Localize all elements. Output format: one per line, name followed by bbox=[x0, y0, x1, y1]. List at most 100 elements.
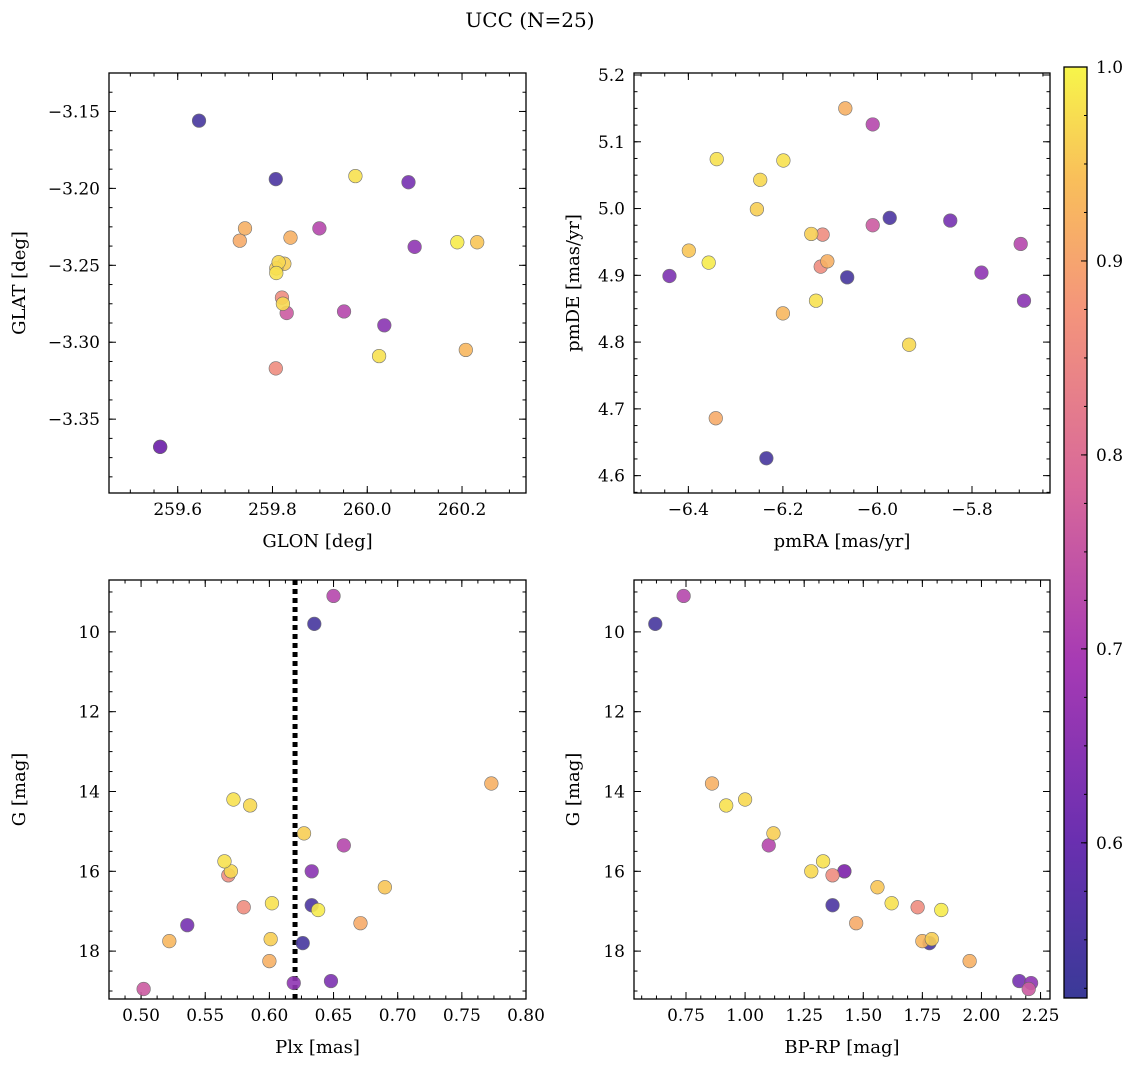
scatter-point bbox=[484, 776, 499, 791]
scatter-point bbox=[749, 202, 765, 217]
colorbar-frame bbox=[1063, 66, 1088, 999]
y-tick-label: 5.1 bbox=[598, 133, 625, 153]
scatter-point bbox=[232, 233, 247, 248]
x-axis-label: GLON [deg] bbox=[262, 531, 372, 552]
y-axis-label: G [mag] bbox=[563, 753, 584, 826]
y-tick-label: 4.7 bbox=[598, 400, 625, 420]
x-tick-label: −5.8 bbox=[951, 500, 992, 520]
scatter-point bbox=[910, 900, 925, 915]
axes-frame bbox=[633, 72, 1051, 494]
y-tick-label: 14 bbox=[78, 782, 100, 802]
scatter-point bbox=[307, 616, 322, 631]
colorbar-tick-label: 0.6 bbox=[1096, 834, 1123, 854]
y-tick-label: 16 bbox=[78, 862, 100, 882]
scatter-point bbox=[269, 265, 284, 281]
scatter-point bbox=[776, 153, 791, 168]
scatter-point bbox=[934, 902, 949, 918]
y-axis-label: pmDE [mas/yr] bbox=[563, 214, 584, 352]
x-tick-label: 0.80 bbox=[507, 1006, 545, 1026]
scatter-point bbox=[162, 934, 177, 949]
x-tick-label: 1.50 bbox=[844, 1006, 882, 1026]
scatter-point bbox=[753, 172, 768, 187]
scatter-point bbox=[450, 235, 465, 250]
scatter-point bbox=[1021, 981, 1036, 997]
scatter-point bbox=[226, 792, 241, 807]
colorbar-tick-label: 0.9 bbox=[1096, 252, 1123, 272]
x-tick-label: 259.8 bbox=[248, 500, 297, 520]
scatter-point bbox=[262, 953, 277, 969]
scatter-point bbox=[180, 918, 195, 933]
axes-frame bbox=[633, 579, 1051, 1000]
colorbar-gradient bbox=[1064, 67, 1087, 998]
scatter-point bbox=[268, 361, 283, 376]
x-axis-label: BP-RP [mag] bbox=[784, 1037, 899, 1058]
colorbar-tick-label: 0.7 bbox=[1096, 640, 1123, 660]
y-tick-label: 12 bbox=[78, 703, 100, 723]
y-axis-label: GLAT [deg] bbox=[9, 231, 30, 335]
scatter-point bbox=[312, 221, 327, 236]
scatter-point bbox=[268, 172, 283, 187]
axes-frame bbox=[108, 579, 527, 1000]
panel-3: 0.50 0.55 0.60 0.65 0.70 0.75 0.80 10 12 14 16 18 Pl… bbox=[9, 579, 545, 1058]
y-tick-label: −3.20 bbox=[48, 179, 100, 199]
scatter-point bbox=[372, 348, 387, 364]
scatter-point bbox=[296, 826, 312, 841]
scatter-point bbox=[275, 296, 291, 311]
x-tick-label: 2.00 bbox=[963, 1006, 1001, 1026]
y-tick-label: −3.35 bbox=[48, 410, 100, 430]
x-tick-label: 259.6 bbox=[153, 500, 202, 520]
scatter-point bbox=[236, 900, 251, 915]
points bbox=[136, 588, 499, 997]
y-tick-label: 14 bbox=[603, 782, 625, 802]
scatter-point bbox=[804, 864, 819, 879]
scatter-point bbox=[761, 838, 776, 853]
scatter-point bbox=[737, 792, 753, 807]
scatter-point bbox=[840, 270, 855, 285]
panel-4: 0.75 1.00 1.25 1.50 1.75 2.00 2.25 10 12 14 16 18 BP… bbox=[563, 579, 1060, 1058]
y-tick-label: −3.15 bbox=[48, 102, 100, 122]
x-tick-label: 1.25 bbox=[785, 1006, 823, 1026]
scatter-point bbox=[263, 932, 278, 947]
scatter-point bbox=[237, 221, 253, 236]
scatter-point bbox=[924, 932, 939, 947]
scatter-point bbox=[136, 981, 151, 997]
scatter-point bbox=[704, 776, 720, 791]
scatter-point bbox=[775, 306, 791, 321]
x-tick-label: 1.00 bbox=[726, 1006, 764, 1026]
scatter-point bbox=[223, 864, 238, 879]
scatter-point bbox=[323, 973, 339, 989]
x-tick-label: −6.4 bbox=[668, 500, 709, 520]
x-tick-label: 0.75 bbox=[667, 1006, 705, 1026]
scatter-point bbox=[681, 243, 696, 258]
x-tick-label: 0.60 bbox=[250, 1006, 288, 1026]
panel-1: 259.6 259.8 260.0 260.2 −3.35 −3.30 −3.25 −3.20… bbox=[9, 72, 527, 552]
y-tick-label: 5.2 bbox=[598, 66, 625, 86]
scatter-point bbox=[311, 902, 326, 918]
colorbar: 0.6 0.7 0.8 0.9 1.0 bbox=[1063, 58, 1123, 999]
scatter-point bbox=[884, 896, 899, 911]
x-tick-label: 2.25 bbox=[1022, 1006, 1060, 1026]
scatter-point bbox=[709, 152, 724, 167]
scatter-point bbox=[401, 175, 416, 190]
x-axis-label: Plx [mas] bbox=[275, 1037, 360, 1058]
x-tick-label: 0.55 bbox=[186, 1006, 224, 1026]
x-tick-label: 1.75 bbox=[903, 1006, 941, 1026]
points bbox=[662, 101, 1032, 466]
scatter-point bbox=[676, 588, 691, 604]
scatter-point bbox=[849, 916, 864, 931]
y-tick-label: −3.30 bbox=[48, 333, 100, 353]
scatter-point bbox=[243, 798, 258, 813]
y-tick-label: 18 bbox=[78, 942, 100, 962]
scatter-point bbox=[719, 798, 734, 813]
scatter-point bbox=[153, 439, 168, 454]
scatter-point bbox=[217, 854, 232, 869]
scatter-point bbox=[825, 898, 840, 913]
scatter-point bbox=[458, 342, 473, 358]
x-axis-label: pmRA [mas/yr] bbox=[774, 531, 911, 552]
scatter-point bbox=[264, 896, 280, 911]
x-tick-label: 260.2 bbox=[438, 500, 487, 520]
panel-2: −6.4 −6.2 −6.0 −5.8 4.6 4.7 4.8 4.9 5.0 5.1 5.2 pmR… bbox=[563, 66, 1051, 552]
scatter-point bbox=[336, 838, 351, 853]
colorbar-tick-label: 0.8 bbox=[1096, 446, 1123, 466]
